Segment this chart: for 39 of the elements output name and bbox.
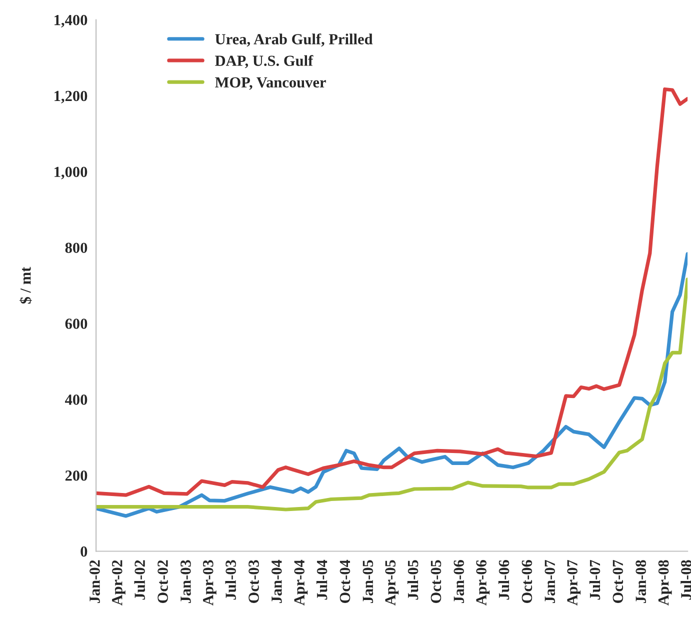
- y-tick-label: 0: [80, 546, 88, 557]
- legend-label: DAP, U.S. Gulf: [215, 55, 314, 68]
- x-tick-label: Apr-04: [294, 560, 308, 606]
- legend-label: MOP, Vancouver: [215, 77, 326, 90]
- x-tick-label: Apr-02: [112, 560, 126, 606]
- legend-label: Urea, Arab Gulf, Prilled: [215, 33, 373, 47]
- x-tick-label: Apr-06: [476, 560, 490, 606]
- x-tick-label: Oct-02: [158, 560, 168, 603]
- x-tick-label: Oct-04: [340, 560, 350, 603]
- x-tick-label: Apr-07: [567, 560, 581, 606]
- x-tick-label: Apr-05: [385, 560, 399, 606]
- x-tick-label: Jan-04: [272, 560, 282, 604]
- x-tick-label: Apr-08: [658, 560, 672, 606]
- x-tick-label: Jul-07: [589, 560, 600, 600]
- x-tick-label: Jan-07: [544, 560, 556, 604]
- y-tick-label: 1,200: [54, 90, 88, 104]
- x-tick-label: Jul-03: [225, 560, 236, 600]
- x-tick-label: Jan-08: [636, 560, 646, 604]
- y-tick-label: 600: [65, 318, 88, 329]
- y-tick-label: 400: [65, 394, 88, 405]
- x-tick-label: Jan-02: [90, 560, 100, 604]
- x-tick-label: Oct-05: [430, 560, 442, 603]
- y-tick-label: 1,000: [54, 166, 88, 180]
- y-tick-label: 800: [65, 242, 88, 254]
- y-tick-label: 200: [65, 470, 88, 481]
- x-tick-label: Jul-08: [680, 560, 691, 600]
- y-tick-label: 1,400: [54, 14, 88, 28]
- x-tick-label: Oct-03: [248, 560, 259, 603]
- x-tick-label: Jul-06: [498, 560, 510, 600]
- x-tick-label: Apr-03: [202, 560, 216, 606]
- x-tick-label: Jul-02: [134, 560, 146, 600]
- x-tick-label: Oct-06: [522, 560, 532, 603]
- y-axis-title: $ / mt: [20, 266, 32, 304]
- x-tick-label: Jan-05: [362, 560, 374, 604]
- x-tick-label: Jul-04: [316, 560, 328, 600]
- x-tick-label: Jan-06: [454, 560, 464, 604]
- x-tick-label: Oct-07: [612, 560, 624, 603]
- x-tick-label: Jul-05: [407, 560, 418, 600]
- x-tick-label: Jan-03: [180, 560, 191, 604]
